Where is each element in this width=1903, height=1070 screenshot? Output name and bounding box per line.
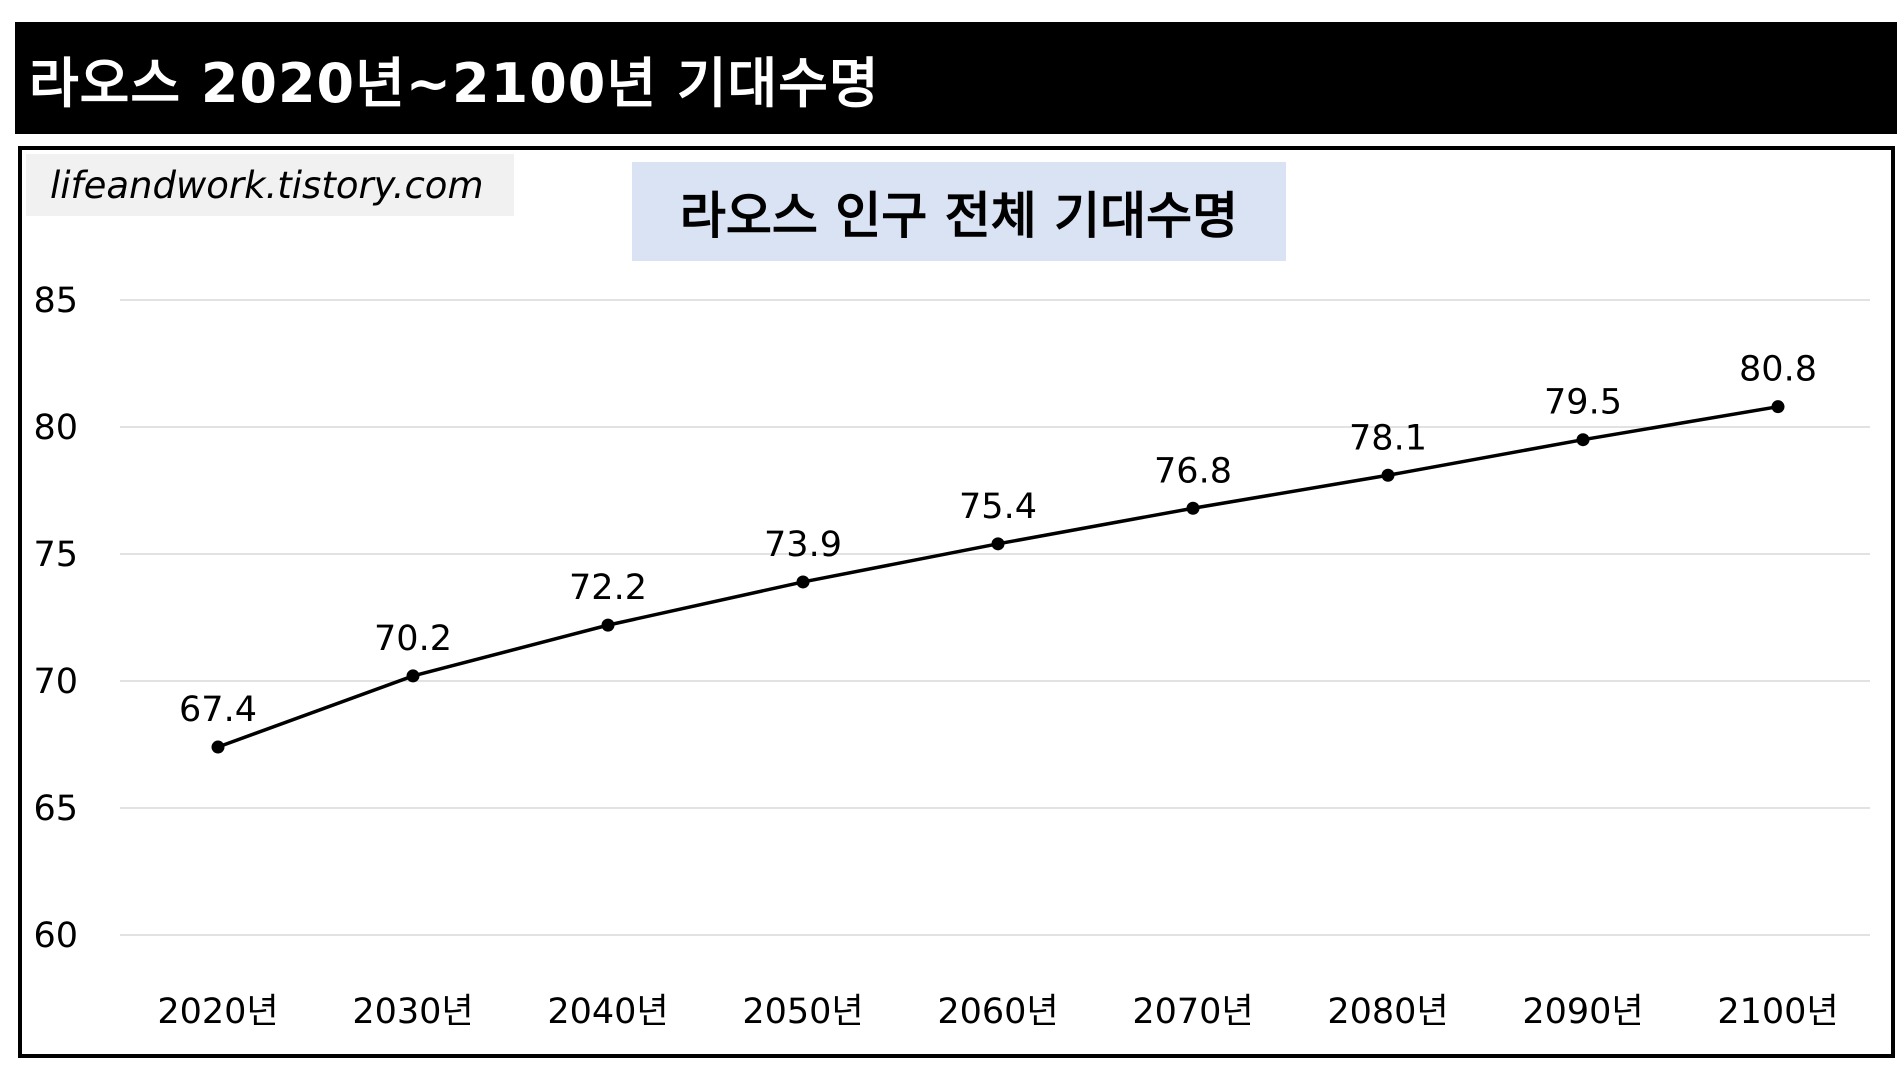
y-tick-label: 85	[33, 281, 78, 321]
data-label: 70.2	[374, 619, 452, 659]
data-point	[1771, 400, 1785, 414]
x-tick-label: 2080년	[1327, 992, 1448, 1032]
x-tick-label: 2050년	[742, 992, 863, 1032]
watermark-text: lifeandwork.tistory.com	[50, 163, 484, 207]
x-tick-label: 2020년	[157, 992, 278, 1032]
page-title-bar: 라오스 2020년~2100년 기대수명	[15, 22, 1897, 134]
y-axis-ticks: 60 65 70 75 80 85	[33, 281, 78, 956]
data-labels: 67.4 70.2 72.2 73.9 75.4 76.8 78.1 79.5 80.8	[179, 350, 1817, 730]
y-tick-label: 70	[33, 662, 78, 702]
chart-title-box: 라오스 인구 전체 기대수명	[632, 162, 1286, 261]
data-point	[406, 669, 420, 683]
data-point	[796, 575, 810, 589]
x-tick-label: 2030년	[352, 992, 473, 1032]
data-label: 78.1	[1349, 418, 1427, 458]
y-tick-label: 60	[33, 916, 78, 956]
x-axis-ticks: 2020년 2030년 2040년 2050년 2060년 2070년 2080년 2090년…	[157, 992, 1838, 1032]
data-point	[1186, 501, 1200, 515]
data-point	[1576, 433, 1590, 447]
data-label: 73.9	[764, 525, 842, 565]
page-title: 라오스 2020년~2100년 기대수명	[29, 51, 880, 115]
x-tick-label: 2070년	[1132, 992, 1253, 1032]
series-line-layer	[217, 404, 1779, 749]
watermark: lifeandwork.tistory.com	[26, 154, 514, 216]
data-point	[991, 537, 1005, 551]
x-tick-label: 2040년	[547, 992, 668, 1032]
data-label: 75.4	[959, 487, 1037, 527]
x-tick-label: 2090년	[1522, 992, 1643, 1032]
data-label: 76.8	[1154, 451, 1232, 491]
series-line	[217, 404, 1779, 749]
data-label: 79.5	[1544, 383, 1622, 423]
x-tick-label: 2100년	[1717, 992, 1838, 1032]
data-label: 67.4	[179, 690, 257, 730]
data-points	[211, 400, 1785, 754]
data-label: 72.2	[569, 568, 647, 608]
data-label: 80.8	[1739, 350, 1817, 390]
data-point	[1381, 468, 1395, 482]
y-tick-label: 80	[33, 408, 78, 448]
chart-frame	[18, 146, 1895, 1058]
chart-title: 라오스 인구 전체 기대수명	[679, 186, 1239, 245]
y-tick-label: 65	[33, 789, 78, 829]
data-point	[211, 740, 225, 754]
data-point	[601, 618, 615, 632]
x-tick-label: 2060년	[937, 992, 1058, 1032]
y-tick-label: 75	[33, 535, 78, 575]
